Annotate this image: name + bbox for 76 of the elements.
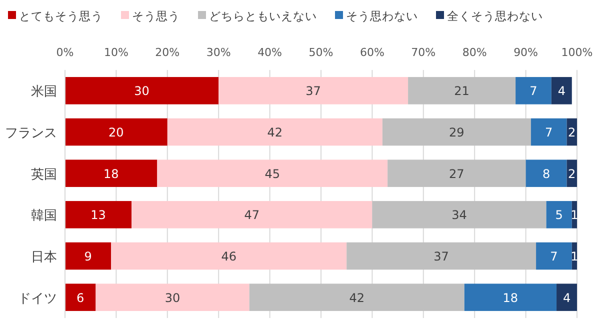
data-label: 8 <box>542 166 550 181</box>
data-label: 13 <box>90 208 106 222</box>
bar <box>111 242 347 270</box>
data-label: 7 <box>545 126 553 140</box>
data-label: 2 <box>568 126 576 140</box>
y-tick-label: 日本 <box>31 250 57 265</box>
data-label: 7 <box>550 250 558 264</box>
bar <box>530 118 567 146</box>
y-tick-label: 米国 <box>31 84 57 100</box>
data-label: 18 <box>103 166 119 181</box>
bar <box>96 284 250 311</box>
data-label: 30 <box>164 290 180 305</box>
bar <box>65 160 158 187</box>
bar <box>157 160 388 187</box>
bar <box>132 201 372 228</box>
bar <box>167 118 382 146</box>
data-label: 27 <box>449 166 464 181</box>
bar <box>65 201 132 228</box>
x-tick-label: 40% <box>258 46 282 59</box>
data-label: 46 <box>221 250 236 264</box>
x-tick-label: 70% <box>411 46 436 59</box>
data-label: 45 <box>264 166 280 181</box>
bar <box>546 201 572 228</box>
x-tick-label: 50% <box>308 46 334 59</box>
legend-label: とてもそう思う <box>19 9 103 23</box>
y-tick-label: 韓国 <box>31 208 57 224</box>
data-label: 9 <box>84 250 92 264</box>
data-label: 21 <box>454 84 470 98</box>
legend-label: どちらともいえない <box>209 9 317 23</box>
x-tick-label: 30% <box>206 46 231 59</box>
data-label: 20 <box>108 126 124 140</box>
bar <box>65 118 168 146</box>
legend-label: 全くそう思わない <box>447 9 543 23</box>
bar <box>372 201 546 228</box>
bar <box>65 77 219 104</box>
legend-label: そう思わない <box>346 9 418 23</box>
bar <box>249 284 464 311</box>
bar <box>65 242 112 270</box>
x-tick-label: 0% <box>56 46 74 59</box>
data-label: 34 <box>452 208 467 222</box>
data-label: 2 <box>568 166 576 181</box>
x-tick-label: 90% <box>514 46 538 59</box>
data-label: 47 <box>244 208 260 222</box>
bar <box>346 242 536 270</box>
x-tick-label: 80% <box>462 46 487 59</box>
y-tick-label: フランス <box>5 126 57 141</box>
y-tick-label: 英国 <box>31 167 57 182</box>
x-tick-label: 100% <box>561 46 593 59</box>
y-tick-label: ドイツ <box>18 291 57 306</box>
bar <box>65 284 96 311</box>
bar <box>408 77 516 104</box>
data-label: 4 <box>558 84 566 98</box>
bar <box>464 284 557 311</box>
data-label: 18 <box>502 290 518 305</box>
bar <box>218 77 408 104</box>
data-label: 42 <box>267 126 283 140</box>
data-label: 7 <box>530 84 538 98</box>
x-tick-label: 10% <box>104 46 128 59</box>
bar <box>382 118 531 146</box>
legend-label: そう思う <box>132 9 180 23</box>
bar <box>536 242 572 270</box>
bar <box>551 77 572 104</box>
data-label: 29 <box>449 126 464 140</box>
data-label: 42 <box>349 290 364 305</box>
data-label: 37 <box>434 250 449 264</box>
bar <box>526 160 567 187</box>
bar <box>388 160 526 187</box>
data-label: 4 <box>562 290 571 305</box>
x-tick-label: 20% <box>155 46 180 59</box>
data-label: 37 <box>306 84 321 98</box>
bar <box>556 284 577 311</box>
data-label: 6 <box>76 290 84 305</box>
data-label: 30 <box>134 84 150 98</box>
bar <box>516 77 552 104</box>
x-tick-label: 60% <box>360 46 384 59</box>
data-label: 5 <box>555 208 563 222</box>
